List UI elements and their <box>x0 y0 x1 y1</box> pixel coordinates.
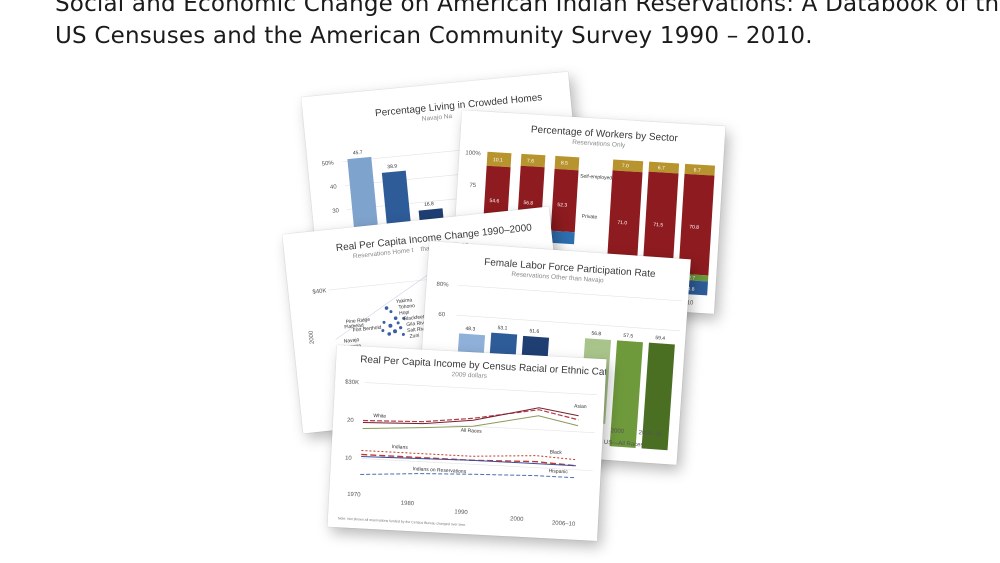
income-race-line-white <box>363 409 579 423</box>
sector-mid-label-2: 56.8 <box>523 200 533 207</box>
sector-top-label-2: 7.6 <box>527 158 535 164</box>
income-race-line-all <box>362 415 579 430</box>
income-race-xtick-2: 1980 <box>401 501 415 508</box>
female-lfp-bar-label-1: 48.3 <box>465 326 475 333</box>
sector-top-label-4: 7.0 <box>622 163 630 169</box>
income-race-line-asian <box>362 407 579 425</box>
income-race-label-white: White <box>373 413 386 420</box>
sector-top-label-1: 10.1 <box>493 157 503 164</box>
sector-mid-label-1: 54.6 <box>489 198 499 205</box>
sector-top-label-5: 6.7 <box>658 165 666 171</box>
sector-low-label-1: 2.7 <box>688 275 696 281</box>
female-lfp-bar-label-3: 51.6 <box>529 328 539 335</box>
sector-mid-label-6: 70.8 <box>689 224 699 231</box>
income-race-label-asian: Asian <box>574 404 587 411</box>
sector-self-employed-label: Self-employed <box>580 173 612 181</box>
female-lfp-xtick-1: 2000 <box>610 428 624 435</box>
female-lfp-xtick-2: 2006–10 <box>638 430 662 438</box>
crowded-subtitle: Navajo Na <box>422 113 453 123</box>
female-lfp-ytick-1: 80% <box>436 282 449 289</box>
sector-private-label: Private <box>582 214 598 221</box>
income-race-label-all: All Races <box>460 428 482 435</box>
income-change-point-label-6: Pine Ridge <box>345 317 370 326</box>
income-race-label-indians: Indians <box>392 444 409 451</box>
income-race-footnote: Note: Not shown all reservations funded … <box>338 516 466 527</box>
income-race-line-black <box>361 449 577 461</box>
income-change-point-label-8: Gila River <box>406 320 429 328</box>
sector-mid-label-4: 71.0 <box>617 220 627 227</box>
chart-card-income-by-race: Real Per Capita Income by Census Racial … <box>327 345 607 541</box>
crowded-bar-label-3: 16.8 <box>424 201 434 208</box>
income-race-subtitle: 2009 dollars <box>451 371 487 380</box>
income-change-point-label-10: Zuni <box>409 333 419 340</box>
headline-line-2: US Censuses and the American Community S… <box>55 23 813 49</box>
income-change-point-label-1: Yakima <box>396 297 413 305</box>
crowded-ytick-2: 40 <box>330 184 338 191</box>
crowded-bar-label-1: 45.7 <box>353 150 363 157</box>
sector-low-label-2: 4.8 <box>687 286 695 292</box>
income-race-label-reservations: Indians on Reservations <box>412 466 466 475</box>
income-by-race-chart: Real Per Capita Income by Census Racial … <box>338 354 607 528</box>
female-lfp-bar-label-2: 53.1 <box>497 325 507 332</box>
female-lfp-bar-label-6: 59.4 <box>655 335 665 342</box>
income-change-point-label-11: Navajo <box>344 337 360 345</box>
income-race-xtick-1: 1970 <box>347 492 361 499</box>
female-lfp-xnote: US—All Races <box>604 440 644 449</box>
income-change-ytick: $40K <box>312 288 327 295</box>
income-change-point-label-9: Salt River <box>407 326 430 334</box>
sector-top-label-6: 6.7 <box>694 167 702 173</box>
income-change-point-label-4: Blackfeet <box>403 314 425 322</box>
income-race-xtick-5: 2006–10 <box>552 521 576 528</box>
income-change-yaxis-label: 2000 <box>308 330 315 345</box>
headline-line-1: Social and Economic Change on American I… <box>55 0 1000 17</box>
female-lfp-bar-5 <box>609 340 643 448</box>
income-race-line-reservations <box>360 473 576 479</box>
income-race-ytick-3: 10 <box>345 456 353 462</box>
sector-ytick-2: 75 <box>469 183 477 189</box>
female-lfp-bar-6 <box>641 342 675 451</box>
headline: Social and Economic Change on American I… <box>55 0 1000 52</box>
income-change-point-label-2: Tohono <box>398 303 415 311</box>
income-race-label-hispanic: Hispanic <box>548 468 568 475</box>
crowded-bar-label-2: 38.9 <box>387 163 397 170</box>
income-race-ytick-1: $30K <box>345 380 359 387</box>
sector-subtitle: Reservations Only <box>572 139 626 149</box>
income-change-point-label-5: Flathead <box>344 323 364 331</box>
sector-mid-label-3: 52.3 <box>557 202 567 209</box>
female-lfp-ytick-2: 60 <box>438 312 446 318</box>
income-race-xtick-3: 1990 <box>454 509 468 516</box>
crowded-ytick-1: 50% <box>321 160 334 167</box>
income-change-point-label-3: Hopi <box>399 310 410 317</box>
sector-ytick-1: 100% <box>465 150 481 157</box>
income-change-point-label-7: Fort Berthold <box>352 325 382 334</box>
income-change-points <box>381 306 406 336</box>
sector-top-label-3: 8.5 <box>561 160 569 166</box>
income-race-ytick-2: 20 <box>347 418 355 424</box>
female-lfp-bar-label-5: 57.5 <box>623 333 633 340</box>
income-race-xtick-4: 2000 <box>510 516 524 523</box>
crowded-ytick-3: 30 <box>332 208 340 215</box>
sector-mid-label-5: 71.5 <box>653 222 663 229</box>
income-race-label-black: Black <box>549 449 562 456</box>
female-lfp-bar-label-4: 56.8 <box>591 331 601 338</box>
income-race-line-indians <box>361 455 576 467</box>
